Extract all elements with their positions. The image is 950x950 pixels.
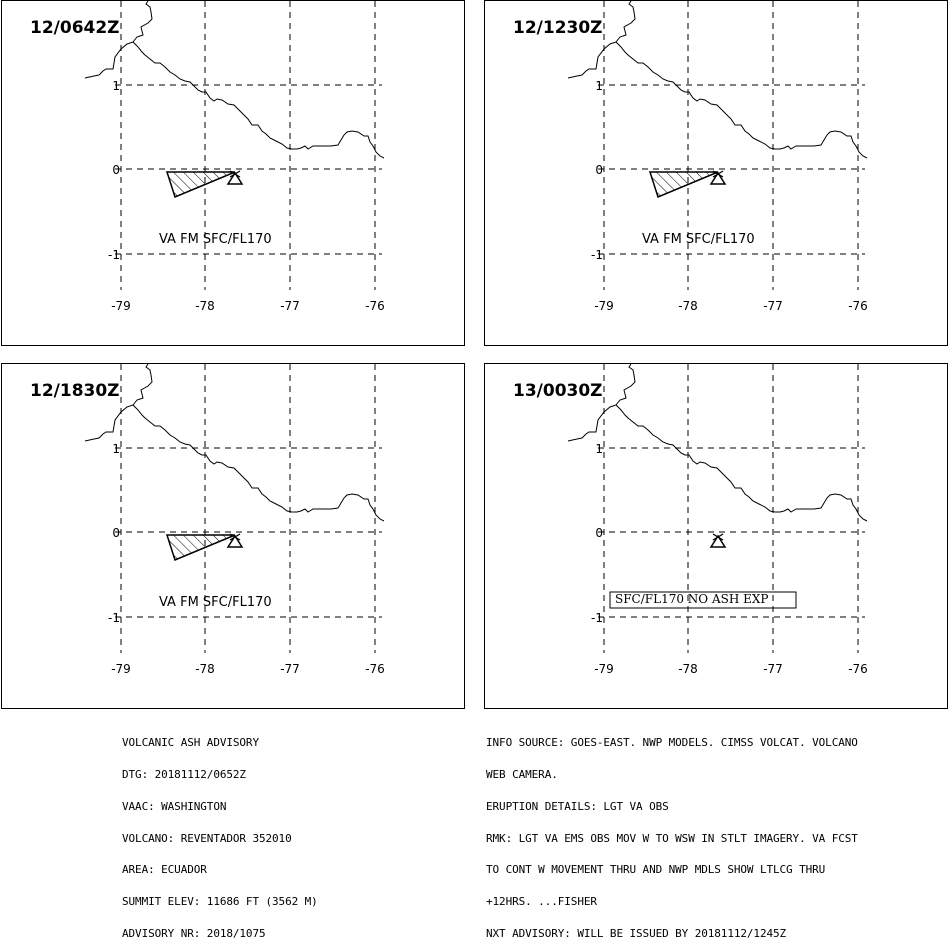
longitude-tick-label: -78: [195, 662, 215, 676]
advisory-line: DTG: 20181112/0652Z: [122, 767, 246, 781]
latitude-tick-label: 1: [595, 79, 603, 93]
advisory-line: VOLCANIC ASH ADVISORY: [122, 736, 259, 750]
latitude-tick-label: 0: [595, 163, 603, 177]
advisory-line: ADVISORY NR: 2018/1075: [122, 926, 266, 940]
latitude-tick-label: -1: [591, 248, 603, 262]
border-line: [567, 364, 636, 442]
ash-cloud-polygon: [165, 171, 236, 199]
map-svg: -79 -78 -77 -76 1 0 -1 VA FM SFC/FL170: [84, 1, 385, 313]
advisory-line: ERUPTION DETAILS: LGT VA OBS: [486, 799, 669, 813]
longitude-tick-label: -76: [365, 662, 385, 676]
longitude-tick-label: -78: [678, 299, 698, 313]
forecast-panel-1: -79 -78 -77 -76 1 0 -1 VA FM SFC/FL170 12/0642Z: [1, 0, 465, 346]
latitude-tick-label: 0: [112, 526, 120, 540]
longitude-tick-label: -77: [763, 662, 783, 676]
longitude-tick-label: -79: [111, 299, 131, 313]
ash-cloud-polygon: [648, 171, 719, 199]
volcano-triangle-icon: [226, 533, 244, 548]
advisory-line: WEB CAMERA.: [486, 767, 558, 781]
latitude-tick-label: 1: [112, 79, 120, 93]
ash-annotation-label: SFC/FL170 NO ASH EXP: [615, 592, 768, 606]
panel-time-label: 12/1230Z: [513, 18, 603, 38]
advisory-header-text: VOLCANIC ASH ADVISORY DTG: 20181112/0652…: [122, 717, 318, 950]
longitude-tick-label: -79: [594, 299, 614, 313]
border-line: [84, 364, 153, 442]
border-line: [132, 41, 385, 159]
longitude-tick-label: -77: [280, 299, 300, 313]
longitude-tick-label: -76: [365, 299, 385, 313]
forecast-panel-3: -79 -78 -77 -76 1 0 -1 VA FM SFC/FL170 12/1830Z: [1, 363, 465, 709]
longitude-tick-label: -76: [848, 299, 868, 313]
map-svg: -79 -78 -77 -76 1 0 -1 VA FM SFC/FL170: [84, 364, 385, 676]
latitude-tick-label: 0: [112, 163, 120, 177]
latitude-tick-label: 1: [595, 442, 603, 456]
annotation-box: [609, 591, 797, 609]
ash-annotation-label: VA FM SFC/FL170: [642, 232, 755, 247]
advisory-line: +12HRS. ...FISHER: [486, 895, 597, 909]
ash-annotation-label: VA FM SFC/FL170: [159, 232, 272, 247]
advisory-line: TO CONT W MOVEMENT THRU AND NWP MDLS SHO…: [486, 863, 826, 877]
longitude-tick-label: -77: [280, 662, 300, 676]
ash-cloud-polygon: [165, 534, 236, 562]
border-line: [84, 1, 153, 79]
latitude-tick-label: -1: [591, 611, 603, 625]
latitude-tick-label: -1: [108, 248, 120, 262]
advisory-line: NXT ADVISORY: WILL BE ISSUED BY 20181112…: [486, 926, 787, 940]
advisory-line: INFO SOURCE: GOES-EAST. NWP MODELS. CIMS…: [486, 736, 858, 750]
panel-time-label: 12/1830Z: [30, 381, 120, 401]
border-line: [615, 41, 868, 159]
longitude-tick-label: -79: [111, 662, 131, 676]
longitude-tick-label: -78: [195, 299, 215, 313]
advisory-line: RMK: LGT VA EMS OBS MOV W TO WSW IN STLT…: [486, 831, 858, 845]
longitude-tick-label: -77: [763, 299, 783, 313]
map-svg: -79 -78 -77 -76 1 0 -1 SFC/FL170 NO ASH EXP: [567, 364, 868, 676]
advisory-line: VOLCANO: REVENTADOR 352010: [122, 831, 292, 845]
panel-time-label: 13/0030Z: [513, 381, 603, 401]
advisory-line: VAAC: WASHINGTON: [122, 799, 227, 813]
longitude-tick-label: -79: [594, 662, 614, 676]
volcano-triangle-icon: [709, 170, 727, 185]
forecast-panel-2: -79 -78 -77 -76 1 0 -1 VA FM SFC/FL170 12/1230Z: [484, 0, 948, 346]
volcano-triangle-icon: [226, 170, 244, 185]
volcano-triangle-icon: [709, 533, 727, 548]
latitude-tick-label: -1: [108, 611, 120, 625]
border-line: [132, 404, 385, 522]
latitude-tick-label: 1: [112, 442, 120, 456]
longitude-tick-label: -76: [848, 662, 868, 676]
map-svg: -79 -78 -77 -76 1 0 -1 VA FM SFC/FL170: [567, 1, 868, 313]
advisory-line: AREA: ECUADOR: [122, 863, 207, 877]
border-line: [615, 404, 868, 522]
forecast-panel-4: -79 -78 -77 -76 1 0 -1 SFC/FL170 NO ASH EXP 13/…: [484, 363, 948, 709]
advisory-details-text: INFO SOURCE: GOES-EAST. NWP MODELS. CIMS…: [486, 717, 858, 950]
border-line: [567, 1, 636, 79]
latitude-tick-label: 0: [595, 526, 603, 540]
longitude-tick-label: -78: [678, 662, 698, 676]
advisory-line: SUMMIT ELEV: 11686 FT (3562 M): [122, 895, 318, 909]
ash-annotation-label: VA FM SFC/FL170: [159, 595, 272, 610]
panel-time-label: 12/0642Z: [30, 18, 120, 38]
